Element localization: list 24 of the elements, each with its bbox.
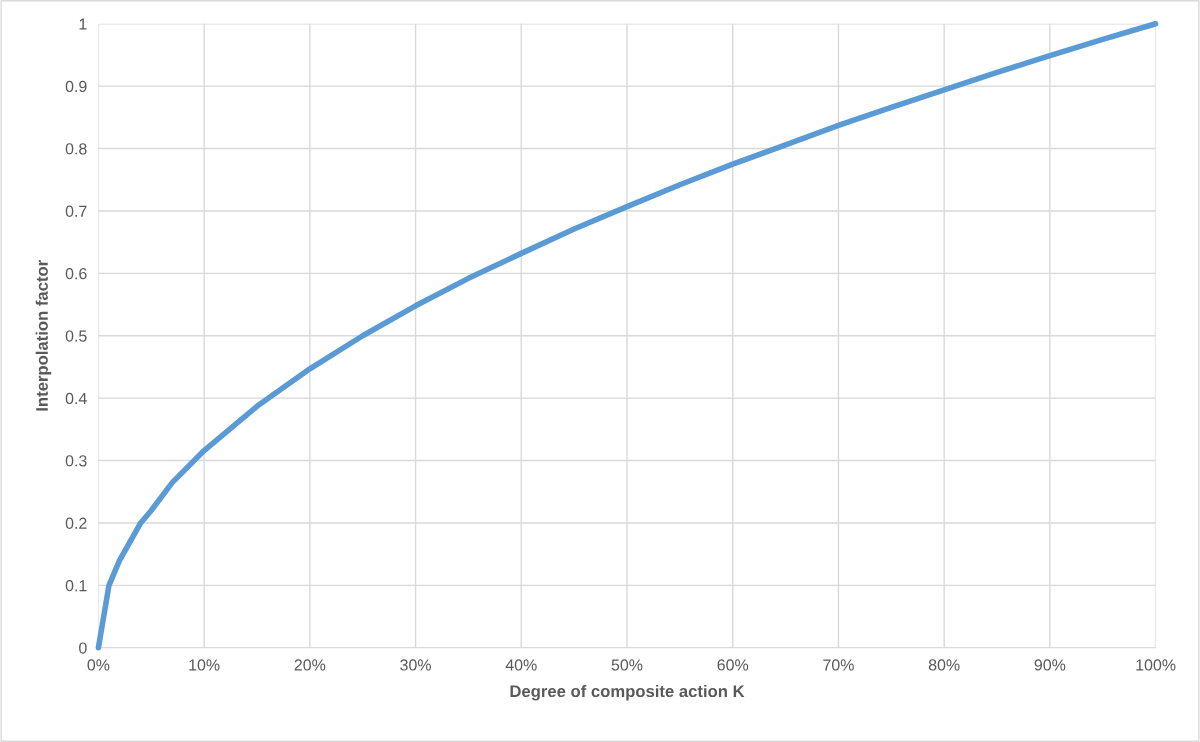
x-tick-label: 40% <box>505 659 537 671</box>
y-tick-label: 0 <box>79 642 87 654</box>
y-tick-label: 1 <box>79 18 87 30</box>
y-axis-title: Interpolation factor <box>35 260 52 411</box>
x-tick-label: 80% <box>928 659 960 671</box>
y-tick-label: 0.2 <box>65 517 87 529</box>
x-tick-label: 70% <box>823 659 854 671</box>
y-tick-label: 0.6 <box>65 267 87 280</box>
x-tick-label: 100% <box>1136 659 1176 671</box>
y-tick-label: 0.5 <box>65 330 87 342</box>
x-tick-label: 90% <box>1034 659 1066 671</box>
y-tick-label: 0.9 <box>65 80 87 93</box>
y-tick-label: 0.8 <box>65 143 87 155</box>
y-tick-label: 0.3 <box>65 455 87 467</box>
x-tick-label: 10% <box>189 659 220 671</box>
x-tick-label: 30% <box>400 659 431 671</box>
y-tick-label: 0.7 <box>65 205 87 217</box>
x-tick-label: 60% <box>717 659 749 671</box>
x-tick-label: 0% <box>87 659 110 671</box>
y-tick-label: 0.4 <box>65 392 87 405</box>
y-tick-label: 0.1 <box>65 580 87 592</box>
x-tick-label: 20% <box>294 659 326 671</box>
x-tick-label: 50% <box>611 659 643 671</box>
x-axis-title: Degree of composite action K <box>510 684 745 701</box>
